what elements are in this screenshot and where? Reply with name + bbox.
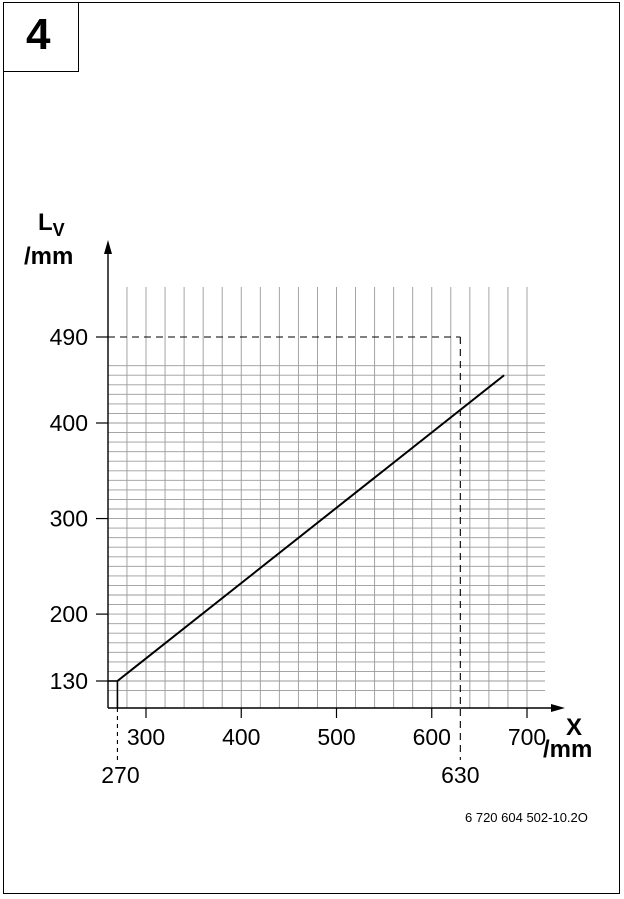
x-tick-label: 500 bbox=[317, 724, 355, 750]
guide-lines: 630 270 bbox=[101, 336, 480, 788]
y-tick-label: 200 bbox=[50, 601, 88, 627]
x-axis-unit: /mm bbox=[543, 736, 592, 763]
figure-number-box: 4 bbox=[3, 2, 79, 72]
y-axis-label-main: L bbox=[38, 209, 53, 236]
x-tick-label: 400 bbox=[222, 724, 260, 750]
x-tick-label: 700 bbox=[508, 724, 546, 750]
document-code: 6 720 604 502-10.2O bbox=[465, 810, 588, 825]
y-axis-arrow bbox=[104, 240, 112, 254]
y-tick-label: 400 bbox=[50, 410, 88, 436]
y-tick-label: 300 bbox=[50, 506, 88, 532]
chart-grid bbox=[108, 287, 545, 708]
y-axis-label: LV bbox=[38, 209, 65, 240]
x-tick-label: 600 bbox=[413, 724, 451, 750]
series-layer bbox=[108, 374, 505, 708]
x-axis-label: X bbox=[566, 714, 582, 741]
x-tick-label: 300 bbox=[127, 724, 165, 750]
y-tick-label: 130 bbox=[50, 668, 88, 694]
x-axis-arrow bbox=[551, 704, 565, 712]
chart-axes bbox=[104, 240, 565, 712]
y-axis-unit: /mm bbox=[24, 243, 73, 270]
guide-label-630: 630 bbox=[441, 762, 479, 788]
y-tick-label: 490 bbox=[50, 324, 88, 350]
figure-number: 4 bbox=[26, 10, 51, 59]
figure-frame bbox=[3, 2, 620, 894]
guide-label-270: 270 bbox=[101, 762, 139, 788]
tick-layer: 300 400 500 600 700 130 200 300 400 490 bbox=[50, 324, 547, 750]
y-axis-label-sub: V bbox=[53, 220, 65, 240]
series-line bbox=[116, 374, 505, 682]
